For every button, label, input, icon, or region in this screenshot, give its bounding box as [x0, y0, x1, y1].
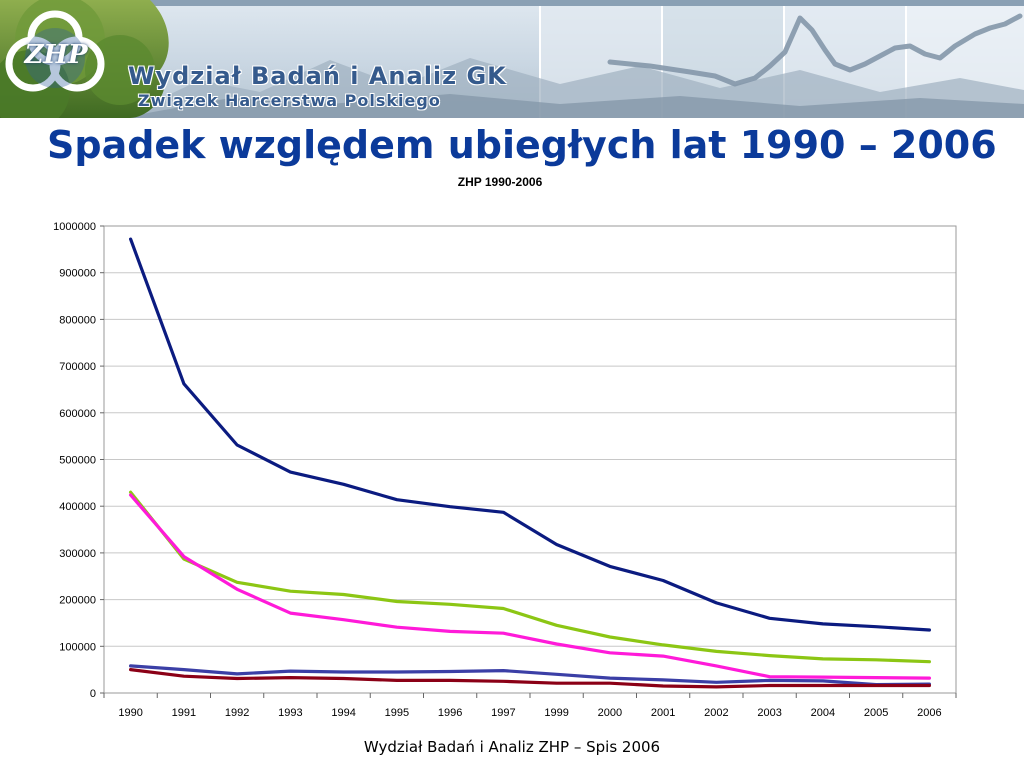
gridlines	[104, 272, 956, 647]
x-tick-label: 2003	[757, 707, 781, 719]
y-tick-label: 600000	[59, 408, 96, 420]
x-tick-label: 2000	[598, 707, 622, 719]
x-tick-label: 1991	[172, 707, 196, 719]
y-tick-label: 500000	[59, 455, 96, 467]
series-line-1	[129, 237, 932, 632]
banner-graphic	[0, 0, 1024, 118]
org-subtitle: Związek Harcerstwa Polskiego	[138, 91, 441, 110]
zhp-logo-icon	[5, 10, 105, 92]
x-tick-label: 1990	[118, 707, 142, 719]
x-tick-label: 2002	[704, 707, 728, 719]
x-tick-label: 1997	[491, 707, 515, 719]
logo-text: ZHP	[24, 40, 88, 70]
series-lines	[129, 237, 932, 689]
series-line-5	[129, 667, 932, 689]
y-tick-label: 400000	[59, 501, 96, 513]
y-tick-label: 200000	[59, 595, 96, 607]
series-line-2	[129, 490, 932, 664]
header-banner: ZHP Wydział Badań i Analiz GK Związek Ha…	[0, 0, 1024, 118]
footer-text: Wydział Badań i Analiz ZHP – Spis 2006	[363, 738, 661, 756]
y-tick-label: 700000	[59, 361, 96, 373]
x-tick-label: 2001	[651, 707, 675, 719]
x-tick-label: 1996	[438, 707, 462, 719]
y-tick-label: 800000	[59, 314, 96, 326]
x-tick-label: 1999	[544, 707, 568, 719]
x-tick-label: 1993	[278, 707, 302, 719]
x-tick-label: 1994	[331, 707, 355, 719]
y-tick-label: 300000	[59, 548, 96, 560]
series-line-3	[129, 493, 932, 680]
x-tick-label: 2006	[917, 707, 941, 719]
x-tick-label: 1995	[385, 707, 409, 719]
y-tick-label: 1000000	[53, 221, 96, 233]
tick-labels: 0 100000 200000 300000 400000 500000 600000 700…	[53, 221, 941, 719]
slide-title: Spadek względem ubiegłych lat 1990 – 200…	[47, 123, 997, 167]
line-chart: ZHP 1990-2006 0 100000 200000 300000 400000 5…	[53, 175, 957, 719]
series-line-4	[129, 664, 932, 687]
x-tick-label: 2004	[811, 707, 835, 719]
x-tick-label: 2005	[864, 707, 888, 719]
y-tick-label: 0	[90, 688, 96, 700]
org-title: Wydział Badań i Analiz GK	[128, 62, 507, 90]
axes	[100, 225, 957, 698]
x-tick-label: 1992	[225, 707, 249, 719]
chart-title: ZHP 1990-2006	[458, 175, 543, 189]
y-tick-label: 100000	[59, 641, 96, 653]
y-tick-label: 900000	[59, 268, 96, 280]
